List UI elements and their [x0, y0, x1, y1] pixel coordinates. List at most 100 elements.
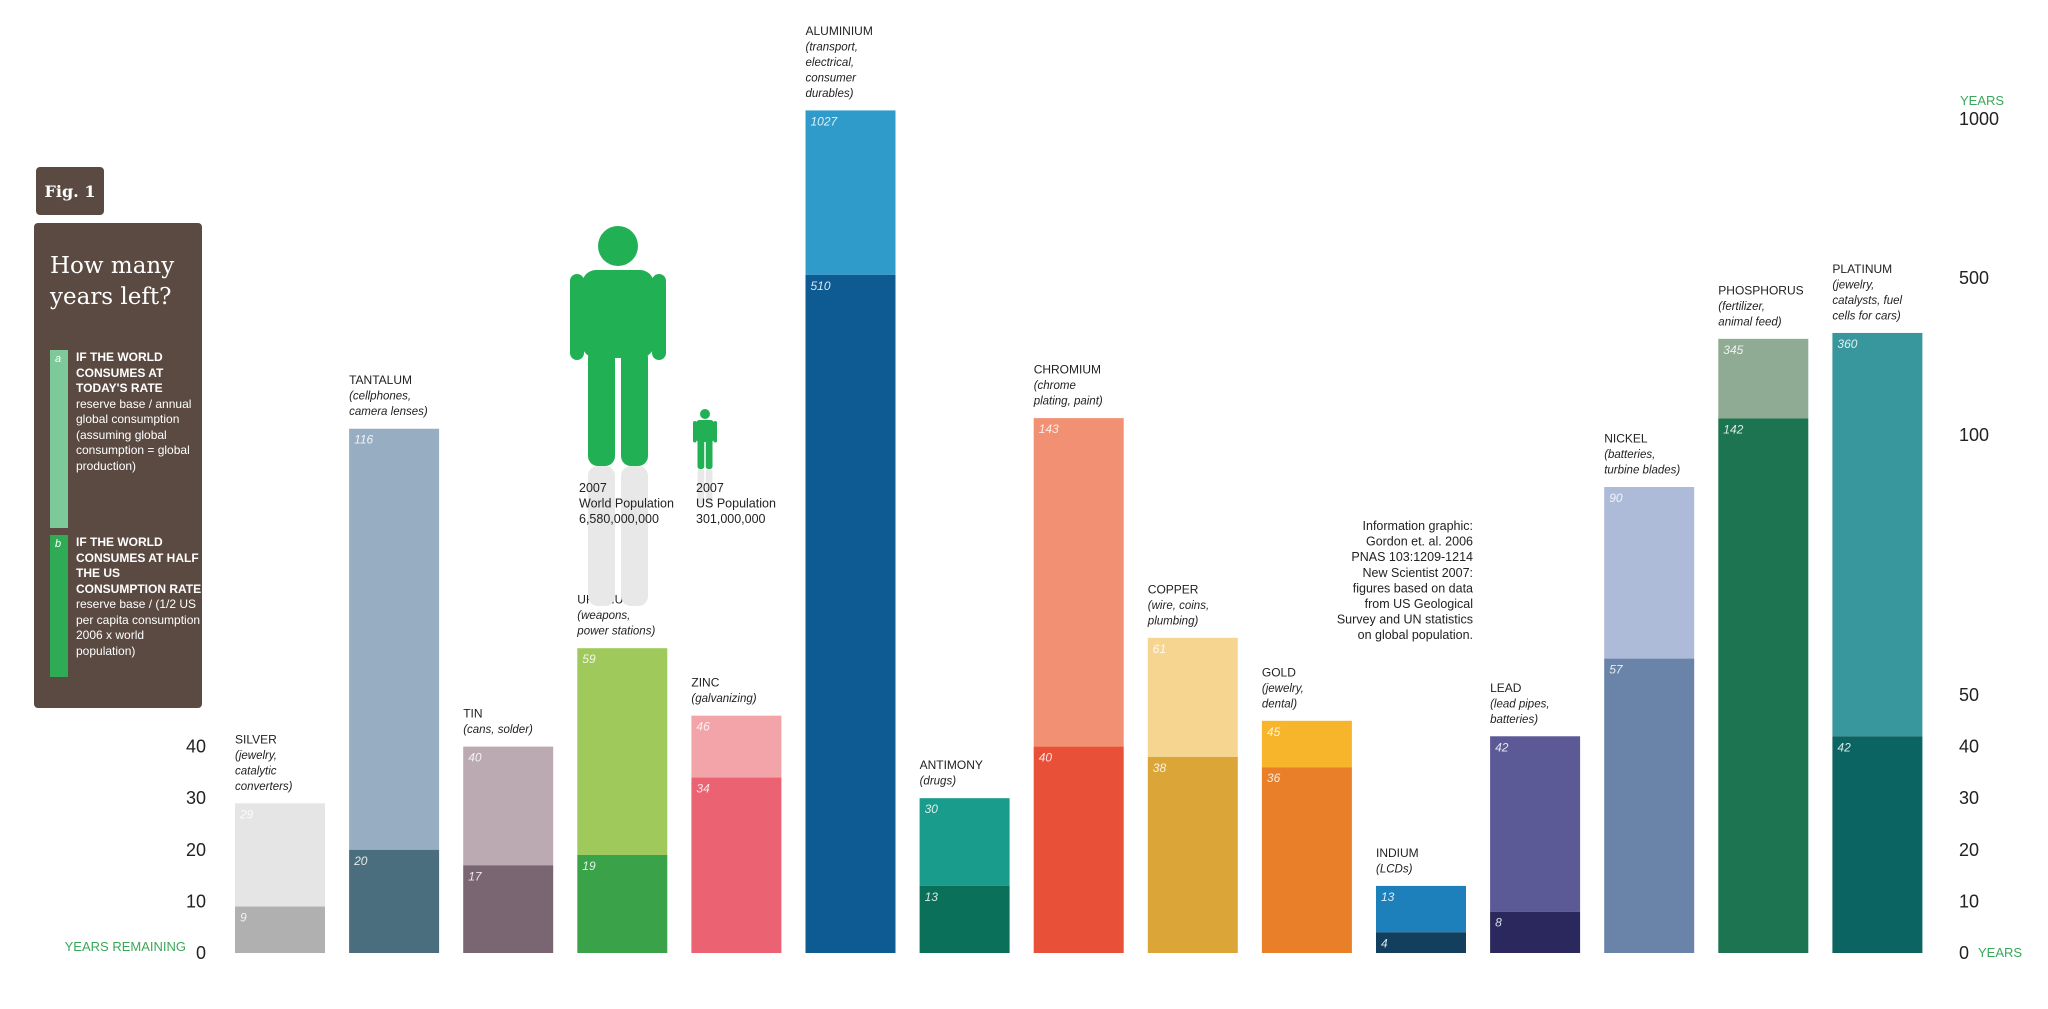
- right-axis-tick: 0: [1959, 943, 1969, 963]
- bar-category-name: PHOSPHORUS: [1718, 283, 1803, 297]
- bar-a: [463, 746, 554, 866]
- bar-b: [1490, 911, 1581, 953]
- credit-line: figures based on data: [1353, 581, 1473, 595]
- bar-group-platinum: 360 42 PLATINUM (jewelry, catalysts, fuel cel…: [1832, 262, 1923, 953]
- bar-category-use: (jewelry,: [1832, 279, 1874, 291]
- bar-category-use: (weapons,: [577, 610, 630, 622]
- bar-category-use: (LCDs): [1376, 863, 1413, 875]
- bar-category-use: consumer: [806, 72, 858, 84]
- bar-group-tin: 40 17 TIN (cans, solder): [463, 707, 554, 953]
- right-axis-tick: 20: [1959, 840, 1979, 860]
- legend-swatch-a: [50, 350, 68, 528]
- left-axis-tick: 30: [186, 788, 206, 808]
- right-axis-tick: 30: [1959, 788, 1979, 808]
- bar-group-silver: 29 9 SILVER (jewelry, catalytic converters): [235, 732, 325, 953]
- bar-b-value: 142: [1723, 423, 1743, 437]
- bar-category-use: (lead pipes,: [1490, 698, 1549, 710]
- bar-a: [805, 110, 896, 275]
- bar-category-use: catalysts, fuel: [1832, 295, 1902, 307]
- world-population-label: 2007: [579, 481, 607, 495]
- bar-b: [1604, 658, 1695, 953]
- bar-a-value: 61: [1153, 642, 1166, 656]
- bar-b-value: 17: [468, 869, 483, 883]
- bar-category-use: cells for cars): [1832, 310, 1901, 322]
- legend-swatch-b: [50, 535, 68, 677]
- legend-panel: How many years left? a IF THE WORLD CONS…: [34, 223, 202, 708]
- bar-category-use: power stations): [576, 626, 655, 638]
- world-population-label: World Population: [579, 497, 674, 511]
- right-axis-tick: 50: [1959, 685, 1979, 705]
- bar-a-value: 90: [1609, 491, 1623, 505]
- figure-label: Fig. 1: [36, 167, 104, 215]
- bar-a: [1033, 418, 1124, 747]
- bar-category-name: GOLD: [1262, 665, 1296, 679]
- bar-category-use: (cans, solder): [463, 724, 533, 736]
- bar-a: [1832, 332, 1923, 737]
- left-axis-tick: 0: [196, 943, 206, 963]
- bar-category-use: (drugs): [920, 776, 957, 788]
- right-axis-tick: 1000: [1959, 109, 1999, 129]
- bar-b-value: 4: [1381, 936, 1388, 950]
- bar-a-value: 45: [1267, 725, 1281, 739]
- bar-a: [1718, 338, 1809, 419]
- bar-category-use: (batteries,: [1604, 449, 1655, 461]
- legend-body-b: reserve base / (1/2 US per capita consum…: [76, 597, 201, 658]
- bar-b-value: 34: [696, 782, 710, 796]
- legend-letter-a: a: [55, 353, 62, 365]
- bar-b: [805, 274, 896, 953]
- bars: 29 9 SILVER (jewelry, catalytic converters) 11…: [235, 24, 1923, 953]
- bar-group-indium: 13 4 INDIUM (LCDs): [1376, 846, 1466, 953]
- bar-b-value: 9: [240, 911, 247, 925]
- bar-b-value: 42: [1837, 740, 1851, 754]
- bar-category-use: durables): [806, 88, 854, 100]
- credit-line: Information graphic:: [1363, 519, 1473, 533]
- bar-category-use: converters): [235, 781, 293, 793]
- bar-group-copper: 61 38 COPPER (wire, coins, plumbing): [1147, 582, 1238, 953]
- bar-category-name: COPPER: [1148, 582, 1199, 596]
- bar-a-value: 46: [696, 720, 710, 734]
- us-population-label: US Population: [696, 497, 776, 511]
- bar-b: [577, 854, 668, 953]
- bar-a: [1490, 736, 1581, 912]
- bar-category-name: CHROMIUM: [1034, 363, 1101, 377]
- bar-a-value: 143: [1039, 422, 1059, 436]
- bar-a: [235, 803, 325, 907]
- bar-category-use: (fertilizer,: [1718, 301, 1765, 313]
- credit-line: from US Geological: [1365, 597, 1473, 611]
- world-population-label: 6,580,000,000: [579, 512, 659, 526]
- bar-category-use: (jewelry,: [1262, 683, 1304, 695]
- bar-category-use: (galvanizing): [691, 693, 756, 705]
- right-axis-tick: 500: [1959, 268, 1989, 288]
- bar-category-use: animal feed): [1718, 316, 1781, 328]
- bar-group-nickel: 90 57 NICKEL (batteries, turbine blades): [1604, 432, 1695, 953]
- right-axis-tick: 100: [1959, 425, 1989, 445]
- bar-category-use: (jewelry,: [235, 750, 277, 762]
- credit-line: Survey and UN statistics: [1337, 613, 1473, 627]
- bar-category-use: batteries): [1490, 714, 1538, 726]
- credit-line: New Scientist 2007:: [1363, 566, 1473, 580]
- bar-a-value: 1027: [811, 114, 839, 128]
- bar-group-gold: 45 36 GOLD (jewelry, dental): [1261, 665, 1352, 953]
- bar-group-phosphorus: 345 142 PHOSPHORUS (fertilizer, animal feed): [1718, 283, 1809, 953]
- bar-b-value: 19: [582, 859, 596, 873]
- us-population-label: 2007: [696, 481, 724, 495]
- bar-a-value: 29: [239, 807, 254, 821]
- bar-b: [235, 906, 325, 953]
- credit-line: PNAS 103:1209-1214: [1351, 550, 1473, 564]
- right-axis-bottom-label: YEARS: [1978, 945, 2022, 960]
- bar-a-value: 40: [468, 751, 482, 765]
- bar-category-use: plumbing): [1147, 615, 1199, 627]
- bar-a-value: 13: [1381, 890, 1395, 904]
- bar-a: [349, 428, 440, 850]
- right-axis-top-label: YEARS: [1960, 93, 2004, 108]
- credit-note: Information graphic: Gordon et. al. 2006P…: [1337, 519, 1473, 642]
- bar-category-use: (chrome: [1034, 380, 1076, 392]
- legend-option-a: a IF THE WORLD CONSUMES AT TODAY'S RATE …: [50, 350, 198, 528]
- bar-category-use: (wire, coins,: [1148, 600, 1209, 612]
- bar-category-name: SILVER: [235, 732, 277, 746]
- us-population-label: 301,000,000: [696, 512, 766, 526]
- credit-line: Gordon et. al. 2006: [1366, 535, 1473, 549]
- legend-letter-b: b: [55, 538, 62, 550]
- bar-a-value: 360: [1837, 337, 1857, 351]
